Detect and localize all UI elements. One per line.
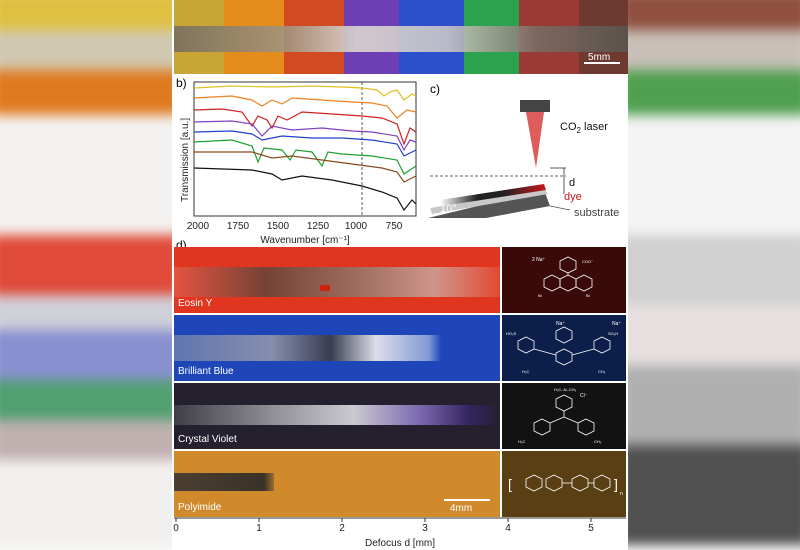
dye-panel-brilliant-blue: Brilliant Blue [174,315,500,381]
dye-name-crystal-violet: Crystal Violet [178,434,237,445]
spectrum-violet [193,120,417,152]
spectrum-green [193,139,417,175]
eosin-structure-icon: 2 Na⁺ COO⁻ Br Br [532,256,593,298]
svg-text:]: ] [614,476,618,492]
svg-text:CH₃: CH₃ [598,369,606,374]
panel-d-xtick-2: 2 [339,523,345,534]
dye-name-eosin: Eosin Y [178,298,213,309]
panel-d-xtick-3: 3 [422,523,428,534]
molecule-polyimide: [ ] n [502,451,626,517]
svg-text:HO₃S: HO₃S [506,331,517,336]
panel-b-xtick-1: 1750 [227,221,250,232]
svg-text:Na⁺: Na⁺ [556,321,565,327]
svg-text:Cl⁻: Cl⁻ [580,393,588,399]
panel-c-label: c) [430,82,440,96]
panel-b-ylabel: Transmission [a.u.] [180,118,191,202]
svg-text:2 Na⁺: 2 Na⁺ [532,257,546,263]
substrate-label: substrate [574,207,619,219]
dye-panel-crystal-violet: Crystal Violet [174,383,500,449]
panel-b-xtick-4: 1000 [345,221,368,232]
spectrum-blue [193,130,417,157]
dye-panel-polyimide: 4mm Polyimide [174,451,500,517]
dye-name-polyimide: Polyimide [178,502,222,513]
dye-name-brilliant-blue: Brilliant Blue [178,366,234,377]
polyimide-structure-icon: [ ] n [508,474,623,497]
panel-c-schematic: CO2 laser d dye 10° substrate [428,100,619,219]
panel-d-scalebar: 4mm [450,503,473,514]
panel-b-label: b) [176,76,187,90]
laser-beam-icon [526,112,544,168]
panel-d-xtick-0: 0 [173,523,179,534]
panel-d-xlabel: Defocus d [mm] [365,538,435,549]
svg-text:H₃C: H₃C [518,439,526,444]
panel-b-xtick-0: 2000 [187,221,210,232]
spectrum-red [193,108,417,146]
background-right [628,0,800,550]
svg-text:COO⁻: COO⁻ [582,259,593,264]
background-left [0,0,172,550]
panel-b-xtick-5: 750 [386,221,403,232]
svg-text:H₃C–N–CH₃: H₃C–N–CH₃ [554,387,577,392]
svg-text:Br: Br [538,293,543,298]
svg-text:SO₃H: SO₃H [608,331,618,336]
panel-b-spectra: Transmission [a.u.] 2000 1750 1500 1250 … [180,81,417,246]
spectrum-yellow [193,85,417,101]
dye-layer [440,184,546,206]
panel-b-xtick-3: 1250 [307,221,330,232]
panel-d-xtick-4: 4 [505,523,511,534]
spectrum-orange [193,95,417,119]
crystal-violet-structure-icon: Cl⁻ H₃C–N–CH₃ H₃C CH₃ [518,387,602,444]
spectrum-black [193,167,417,212]
svg-text:Br: Br [586,293,591,298]
laser-head-icon [520,100,550,112]
molecule-brilliant-blue: Na⁺ Na⁺ HO₃S SO₃H H₃C CH₃ [502,315,626,381]
svg-text:H₃C: H₃C [522,369,530,374]
svg-text:CH₃: CH₃ [594,439,602,444]
panel-d-axis: 0 1 2 3 4 5 Defocus d [mm] [173,517,626,549]
dye-label: dye [564,191,582,203]
brilliant-blue-structure-icon: Na⁺ Na⁺ HO₃S SO₃H H₃C CH₃ [506,321,621,374]
panel-a-scalebar: 5mm [588,52,611,63]
spectrum-brown [194,151,417,183]
molecule-crystal-violet: Cl⁻ H₃C–N–CH₃ H₃C CH₃ [502,383,626,449]
panel-d-label: d) [176,238,187,252]
molecule-eosin: 2 Na⁺ COO⁻ Br Br [502,247,626,313]
laser-label: CO2 laser [560,121,608,135]
d-label: d [569,177,575,189]
svg-text:Na⁺: Na⁺ [612,321,621,327]
panel-b-xtick-2: 1500 [267,221,290,232]
figure: a) 5mm b) Transmission [a.u.] 2000 1750 … [172,0,628,550]
panel-d-xtick-1: 1 [256,523,262,534]
panel-b-xlabel: Wavenumber [cm⁻¹] [260,235,350,246]
panel-d-xtick-5: 5 [588,523,594,534]
svg-text:n: n [620,491,623,497]
angle-label: 10° [440,203,457,215]
panel-a-strip: 5mm [174,0,628,74]
svg-text:[: [ [508,476,512,492]
dye-panel-eosin: Eosin Y [174,247,500,313]
